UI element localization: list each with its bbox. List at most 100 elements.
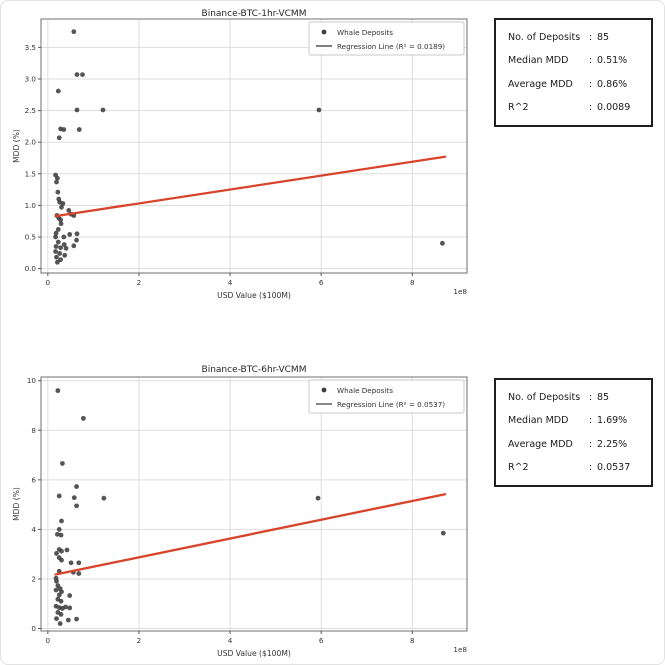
stat-label: No. of Deposits (508, 32, 581, 43)
scatter-point (67, 605, 73, 611)
x-tick-label: 0 (46, 278, 51, 287)
scatter-point (54, 616, 59, 622)
stat-row: No. of Deposits : 85 (508, 32, 639, 43)
stat-row: Median MDD : 0.51% (508, 55, 639, 66)
scatter-point (55, 175, 60, 181)
stat-value: 85 (597, 32, 610, 43)
stat-separator: : (588, 101, 593, 113)
scatter-point (101, 495, 107, 501)
x-axis-label: USD Value ($100M) (217, 649, 291, 658)
y-tick-label: 4 (31, 525, 36, 534)
stat-value: 2.25% (597, 438, 628, 450)
y-tick-label: 0 (31, 624, 36, 633)
scatter-point (59, 204, 64, 210)
scatter-point (68, 560, 74, 566)
stat-row: Average MDD : 2.25% (508, 439, 639, 450)
legend-box (308, 379, 465, 414)
stat-value: 0.86% (597, 78, 628, 90)
scatter-point (55, 388, 61, 394)
scatter-point (56, 135, 62, 141)
scatter-point (55, 239, 61, 245)
x-tick-label: 8 (410, 636, 415, 645)
y-axis-label: MDD (%) (12, 129, 21, 163)
y-tick-label: 2.5 (25, 106, 36, 115)
scatter-point (53, 234, 58, 240)
scatter-point (56, 592, 62, 598)
stat-value: 1.69% (597, 415, 628, 427)
stat-label: Average MDD (508, 438, 573, 450)
chart-binance-btc-6hr-vcmm: 0 2 4 6 8 0 2 4 6 8 10 1e8 Binance-BTC-6hr-VCMM USD V… (7, 357, 479, 664)
regression-line (54, 493, 447, 576)
stat-row: R^2 : 0.0089 (508, 102, 639, 113)
scatter-point (60, 201, 66, 206)
y-tick-label: 3.0 (25, 75, 37, 84)
plot-frame (40, 376, 468, 632)
scatter-point (74, 616, 79, 622)
scatter-point (53, 244, 59, 249)
chart-title: Binance-BTC-6hr-VCMM (202, 365, 307, 375)
scatter-point (80, 72, 85, 78)
scatter-point (61, 242, 67, 247)
scatter-point (56, 493, 62, 499)
stats-box-6hr: No. of Deposits : 85 Median MDD : 1.69% … (494, 378, 653, 487)
y-tick-label: 3.5 (25, 43, 36, 52)
scatter-point (55, 189, 61, 195)
scatter-point (56, 527, 62, 532)
scatter-point (71, 495, 77, 501)
scatter-point (54, 578, 59, 584)
stat-row: Median MDD : 1.69% (508, 415, 639, 426)
scatter-point (59, 518, 64, 524)
scatter-point (55, 227, 61, 232)
x-tick-label: 6 (319, 278, 324, 287)
y-tick-label: 1.5 (25, 169, 36, 178)
scatter-point (63, 245, 69, 251)
scatter-point (58, 217, 63, 223)
stat-separator: : (588, 55, 593, 67)
stat-separator: : (588, 78, 593, 90)
stat-value: 0.0537 (597, 461, 631, 473)
scatter-point (59, 557, 64, 563)
x-tick-label: 4 (228, 278, 233, 287)
scatter-point (61, 127, 67, 132)
stat-separator: : (588, 392, 593, 403)
stat-separator: : (588, 461, 593, 473)
scatter-point (54, 551, 59, 556)
scatter-point (53, 230, 59, 236)
scatter-point (54, 254, 59, 260)
scatter-point (60, 461, 65, 466)
stat-value: 0.0089 (597, 101, 631, 113)
scatter-point (76, 560, 82, 566)
y-tick-label: 1.0 (25, 201, 37, 210)
x-tick-label: 2 (137, 278, 142, 287)
scatter-point (58, 532, 64, 538)
scatter-point (55, 531, 60, 537)
scatter-point (67, 232, 73, 237)
scatter-point (71, 29, 77, 35)
scatter-point (58, 598, 64, 604)
scatter-point (55, 88, 61, 94)
scatter-point (74, 72, 80, 78)
x-tick-label: 2 (137, 636, 142, 645)
x-tick-label: 8 (410, 278, 415, 287)
stat-row: R^2 : 0.0537 (508, 462, 639, 473)
scatter-point (440, 530, 446, 536)
scatter-point (58, 611, 64, 617)
stat-value: 0.51% (597, 55, 628, 67)
y-tick-label: 6 (31, 475, 36, 484)
scatter-point (74, 231, 80, 237)
plot-frame (40, 18, 468, 274)
chart-title: Binance-BTC-1hr-VCMM (202, 9, 307, 19)
legend: Whale Deposits Regression Line (R² = 0.05… (308, 379, 465, 414)
stat-separator: : (588, 438, 593, 450)
scatter-point (53, 249, 58, 254)
chart-svg: 0 2 4 6 8 0 2 4 6 8 10 1e8 Binance-BTC-6hr-VCMM USD V… (12, 365, 468, 658)
scatter-point (74, 484, 79, 489)
legend-label: Regression Line (R² = 0.0537) (337, 400, 445, 409)
scatter-point (54, 179, 59, 185)
y-tick-label: 8 (31, 426, 36, 435)
stat-label: R^2 (508, 461, 529, 473)
scatter-point (64, 547, 70, 553)
scatter-point (80, 415, 86, 421)
y-tick-label: 2.0 (25, 138, 37, 147)
legend-box (308, 21, 465, 56)
